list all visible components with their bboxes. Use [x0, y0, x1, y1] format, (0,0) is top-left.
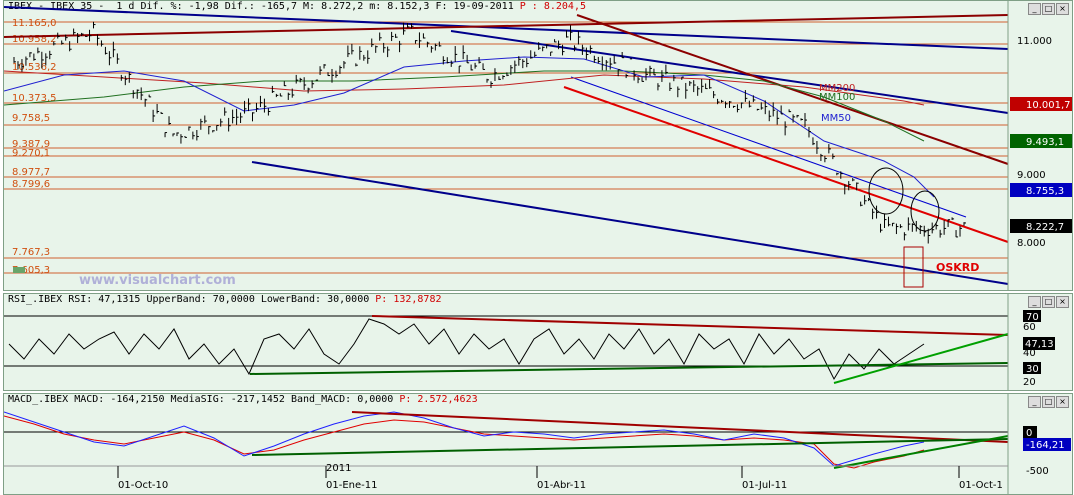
macd-header: MACD_.IBEX MACD: -164,2150 MediaSIG: -21… — [8, 394, 478, 405]
macd-green-trend-2 — [833, 435, 1009, 469]
rsi-header: RSI_.IBEX RSI: 47,1315 UpperBand: 70,000… — [8, 294, 442, 305]
close-icon[interactable]: × — [1056, 396, 1069, 408]
price-tag-mm50: 8.755,3 — [1026, 186, 1064, 197]
x-tick-label: 01-Oct-1 — [959, 480, 1003, 491]
macd-chart: 0 -500 0 -164,21 2011 01-Oct-10 01-Ene-1… — [4, 394, 1071, 494]
rsi-tick: 60 — [1023, 322, 1036, 333]
rsi-panel[interactable]: RSI_.IBEX RSI: 47,1315 UpperBand: 70,000… — [3, 293, 1073, 391]
y-tick-label: 8.000 — [1017, 238, 1046, 249]
y-tick-label: 9.000 — [1017, 170, 1046, 181]
y-tick-label: 11.000 — [1017, 36, 1052, 47]
level-label: 10.958,2 — [12, 34, 57, 45]
price-bars — [13, 21, 966, 244]
rsi-window-controls: _ □ × — [1028, 296, 1069, 308]
blue-channel-bottom — [251, 161, 1009, 285]
macd-panel[interactable]: MACD_.IBEX MACD: -164,2150 MediaSIG: -21… — [3, 393, 1073, 495]
legend-swatch — [13, 267, 25, 273]
level-label: 8.799,6 — [12, 179, 50, 190]
highlight-circle — [910, 190, 940, 232]
maximize-icon[interactable]: □ — [1042, 296, 1055, 308]
mm200-line — [4, 70, 925, 106]
oskrd-label: OSKRD — [936, 261, 979, 274]
minimize-icon[interactable]: _ — [1028, 396, 1041, 408]
mm200-label: MM200 — [819, 83, 855, 94]
rsi-tag-value: 47,13 — [1025, 339, 1054, 350]
rsi-tick: 40 — [1023, 348, 1036, 359]
macd-tag-zero: 0 — [1026, 428, 1032, 439]
level-label: 9.270,1 — [12, 148, 50, 159]
maximize-icon[interactable]: □ — [1042, 396, 1055, 408]
rsi-tag-upper: 70 — [1026, 312, 1039, 323]
minimize-icon[interactable]: _ — [1028, 3, 1041, 15]
macd-tag-value: -164,21 — [1026, 440, 1065, 451]
maximize-icon[interactable]: □ — [1042, 3, 1055, 15]
mm50-line — [4, 56, 935, 198]
level-lines — [4, 21, 1008, 274]
macd-tick: -500 — [1026, 466, 1049, 477]
darkred-trend-line — [576, 14, 1009, 165]
price-tag-close: 8.222,7 — [1026, 222, 1064, 233]
price-tag-mm200: 10.001,7 — [1026, 100, 1071, 111]
x-tick-label: 01-Ene-11 — [326, 480, 377, 491]
level-label: 9.387,9 — [12, 139, 50, 150]
red-trend-line — [563, 86, 1009, 243]
macd-line — [4, 411, 925, 467]
rsi-green-trend-2 — [833, 333, 1009, 384]
macd-red-trend — [351, 411, 1009, 443]
mm100-label: MM100 — [819, 92, 855, 103]
mm50-label: MM50 — [821, 113, 851, 124]
close-icon[interactable]: × — [1056, 296, 1069, 308]
window-controls: _ □ × — [1028, 3, 1069, 15]
rsi-tick: 20 — [1023, 377, 1036, 388]
rsi-red-trend — [371, 315, 1009, 336]
x-tick-label: 01-Abr-11 — [537, 480, 586, 491]
macd-green-trend-1 — [251, 438, 1009, 456]
highlight-circle — [868, 167, 904, 215]
level-label: 11.165,0 — [12, 18, 57, 29]
rsi-green-trend-1 — [249, 362, 1009, 375]
x-tick-label: 01-Oct-10 — [118, 480, 168, 491]
level-label: 7.605,3 — [12, 265, 50, 276]
rsi-chart: 60 40 20 70 47,13 30 — [4, 294, 1055, 390]
close-icon[interactable]: × — [1056, 3, 1069, 15]
blue-thin-channel — [570, 76, 967, 218]
rsi-tag-lower: 30 — [1026, 364, 1039, 375]
x-tick-label: 01-Jul-11 — [742, 480, 787, 491]
price-panel[interactable]: IBEX - IBEX 35 - 1 d Dif. %: -1,98 Dif.:… — [3, 0, 1073, 291]
minimize-icon[interactable]: _ — [1028, 296, 1041, 308]
darkred-trend-top — [4, 14, 1009, 38]
blue-channel-top — [4, 6, 1009, 50]
level-label: 8.977,7 — [12, 167, 50, 178]
level-label: 9.758,5 — [12, 113, 50, 124]
blue-channel-mid — [450, 30, 1009, 114]
level-label: 7.767,3 — [12, 247, 50, 258]
level-label: 10.373,5 — [12, 93, 57, 104]
price-tag-mm100: 9.493,1 — [1026, 137, 1064, 148]
price-chart: 11.165,0 10.958,2 10.536,2 10.373,5 9.75… — [4, 1, 1072, 290]
x-axis-year: 2011 — [326, 463, 351, 474]
mm100-line — [4, 70, 925, 142]
watermark: www.visualchart.com — [79, 273, 236, 288]
highlight-box — [903, 246, 924, 288]
price-value-tags: 10.001,7 9.493,1 8.755,3 8.222,7 — [1010, 97, 1072, 233]
level-label: 10.536,2 — [12, 62, 57, 73]
price-header: IBEX - IBEX 35 - 1 d Dif. %: -1,98 Dif.:… — [8, 1, 586, 12]
macd-signal-line — [4, 415, 925, 469]
rsi-line — [8, 318, 925, 381]
macd-window-controls: _ □ × — [1028, 396, 1069, 408]
